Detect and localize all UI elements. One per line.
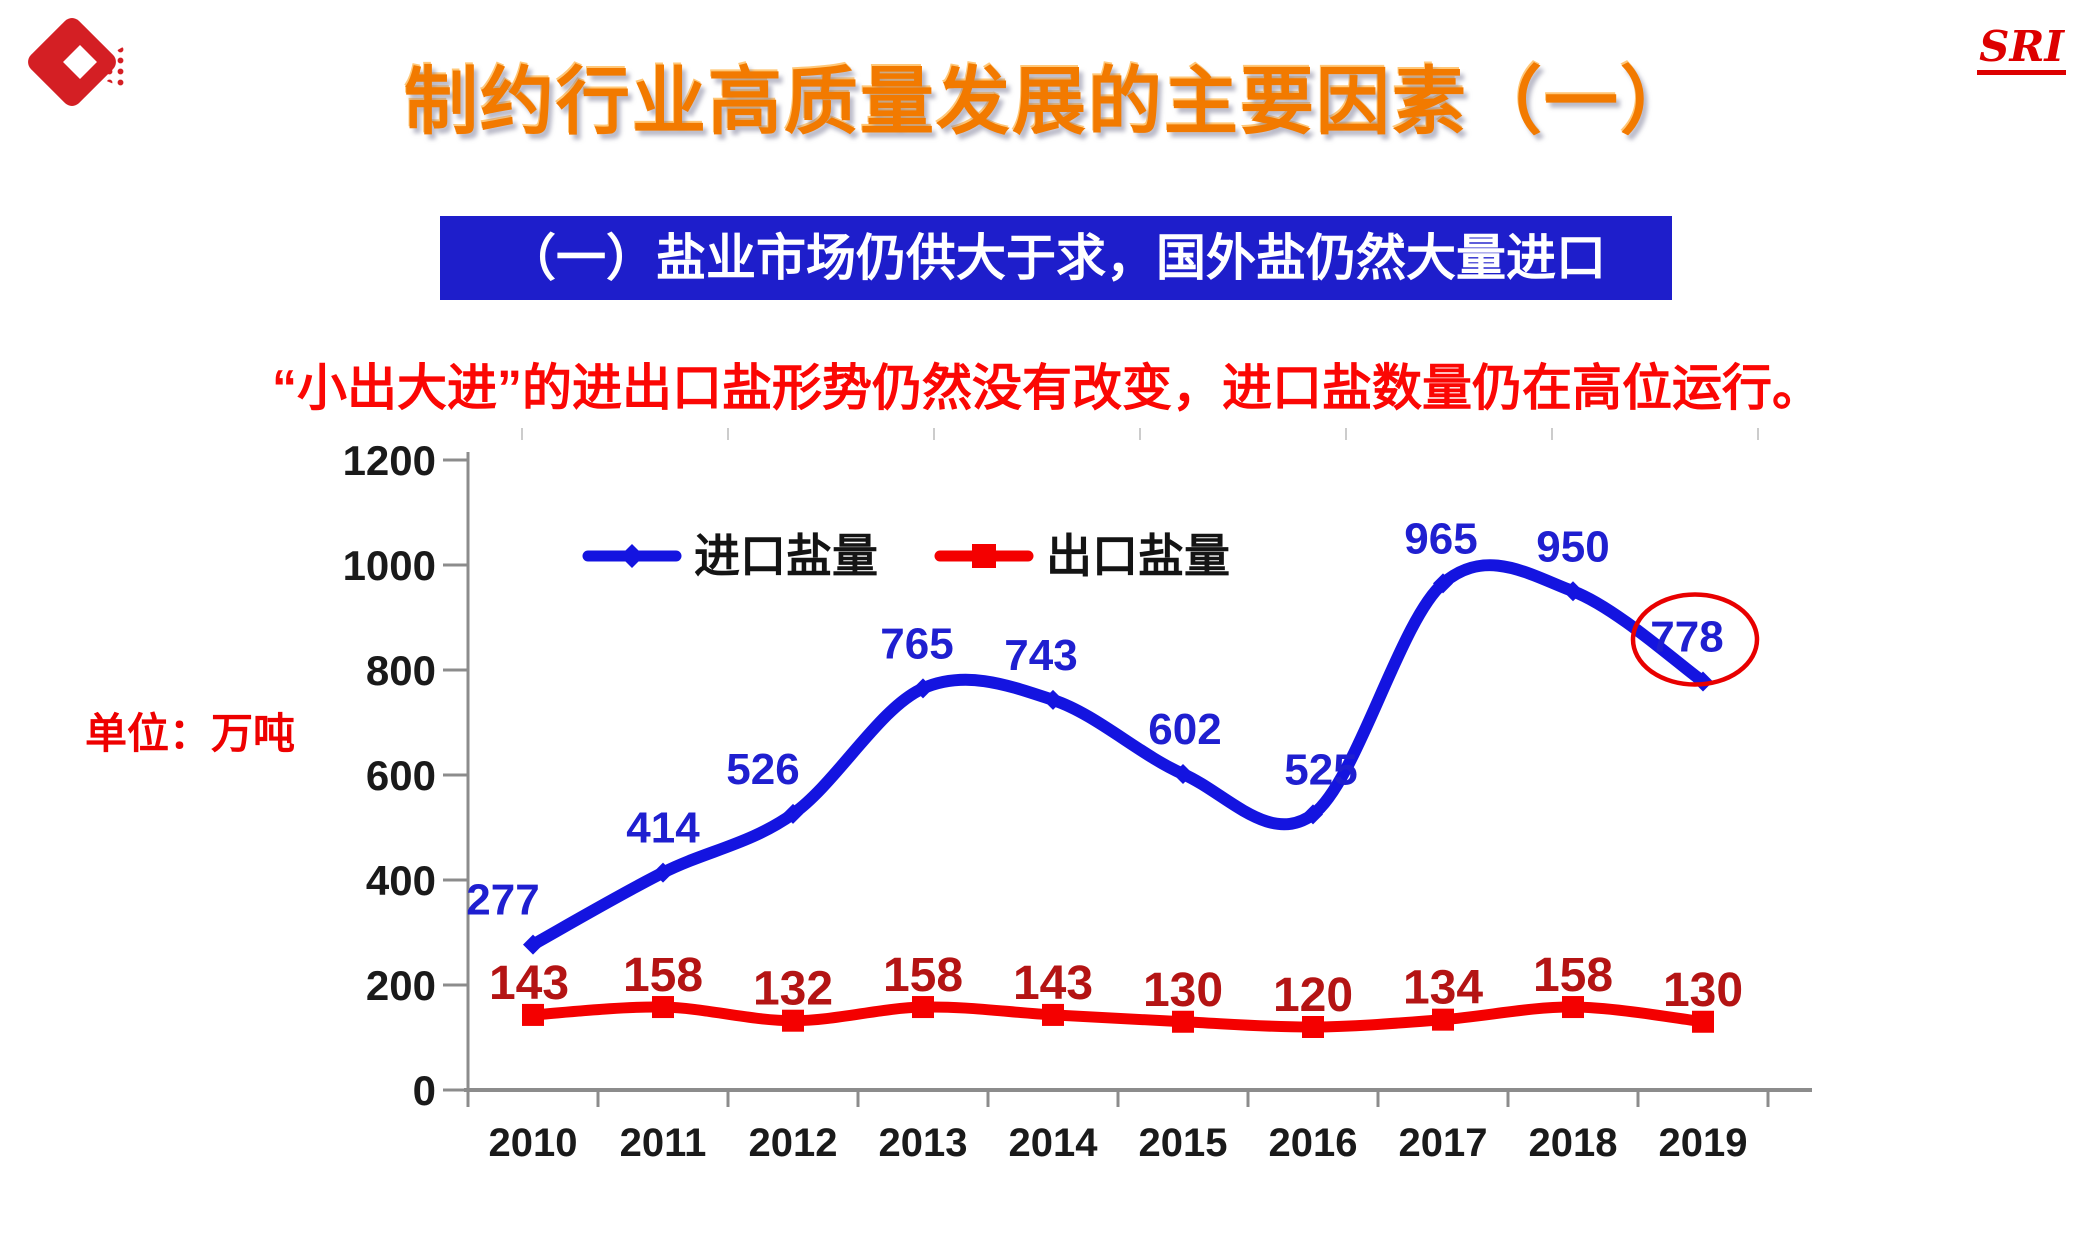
x-category-label: 2013 xyxy=(879,1121,968,1165)
top-artifact-ticks xyxy=(521,428,1759,440)
export-salt-data-labels: 143 158 132 158 143 130 120 134 158 130 xyxy=(489,949,1743,1022)
section-banner: （一）盐业市场仍供大于求，国外盐仍然大量进口 xyxy=(440,216,1672,300)
subtitle-text: “小出大进”的进出口盐形势仍然没有改变，进口盐数量仍在高位运行。 xyxy=(272,360,1822,416)
import-salt-data-label: 950 xyxy=(1536,522,1609,571)
export-salt-marker xyxy=(522,1003,544,1026)
export-salt-marker xyxy=(1172,1010,1194,1033)
import-salt-line xyxy=(527,559,1709,951)
highlight-ellipse xyxy=(1630,592,1760,687)
import-salt-marker xyxy=(913,678,933,699)
export-salt-marker xyxy=(912,996,934,1019)
brand-sri-label: SRI xyxy=(1977,26,2066,75)
export-salt-data-label: 130 xyxy=(1143,964,1223,1017)
export-salt-series xyxy=(522,996,1714,1038)
legend-export-salt-label: 出口盐量 xyxy=(1046,530,1230,582)
x-category-label: 2016 xyxy=(1269,1121,1358,1165)
export-salt-data-label: 143 xyxy=(1013,957,1093,1010)
import-salt-data-label: 743 xyxy=(1004,631,1077,680)
export-salt-marker xyxy=(652,996,674,1019)
import-salt-marker xyxy=(523,934,543,955)
legend-export-salt-marker xyxy=(972,544,996,568)
export-salt-data-label: 134 xyxy=(1403,962,1483,1015)
import-salt-marker xyxy=(783,803,803,824)
x-category-label: 2017 xyxy=(1399,1121,1488,1165)
legend-import-salt-marker xyxy=(620,544,644,568)
export-salt-marker xyxy=(1302,1016,1324,1038)
import-salt-marker xyxy=(653,862,673,883)
x-axis-ticks: 2010 2011 2012 2013 2014 2015 2016 2017 2018 2019 xyxy=(466,1090,1770,1165)
y-tick-label: 600 xyxy=(366,752,436,799)
import-salt-data-label: 525 xyxy=(1284,745,1357,794)
export-salt-marker xyxy=(782,1009,804,1032)
import-salt-marker xyxy=(1433,573,1453,594)
legend-import-salt-label: 进口盐量 xyxy=(694,530,878,582)
company-logo xyxy=(23,12,128,120)
y-tick-label: 0 xyxy=(413,1067,436,1114)
y-tick-label: 800 xyxy=(366,647,436,694)
y-tick-label: 1200 xyxy=(343,437,436,484)
export-salt-data-label: 158 xyxy=(623,949,703,1002)
x-category-label: 2012 xyxy=(749,1121,838,1165)
x-category-label: 2015 xyxy=(1139,1121,1228,1165)
x-category-label: 2011 xyxy=(620,1121,707,1165)
x-category-label: 2018 xyxy=(1529,1121,1618,1165)
x-category-label: 2014 xyxy=(1009,1121,1099,1165)
import-salt-marker xyxy=(1303,804,1323,825)
x-category-label: 2010 xyxy=(489,1121,578,1165)
legend: 进口盐量 出口盐量 xyxy=(582,530,1230,582)
import-salt-data-label: 602 xyxy=(1148,705,1221,754)
import-salt-data-label: 965 xyxy=(1404,514,1477,563)
export-salt-data-label: 158 xyxy=(1533,949,1613,1002)
import-salt-data-label: 765 xyxy=(880,619,953,668)
export-salt-line xyxy=(527,1001,1709,1033)
x-category-label: 2019 xyxy=(1659,1121,1748,1165)
import-salt-marker xyxy=(1043,689,1063,710)
y-axis-ticks: 0 200 400 600 800 1000 1200 xyxy=(343,437,468,1114)
export-salt-marker xyxy=(1562,996,1584,1019)
import-salt-series xyxy=(523,559,1713,955)
import-salt-data-label: 778 xyxy=(1650,613,1723,662)
y-tick-label: 1000 xyxy=(343,542,436,589)
export-salt-data-label: 130 xyxy=(1663,964,1743,1017)
import-salt-marker xyxy=(1563,581,1583,602)
import-salt-data-label: 277 xyxy=(466,876,539,925)
export-salt-marker xyxy=(1692,1010,1714,1033)
import-salt-data-label: 414 xyxy=(626,804,700,853)
export-salt-marker xyxy=(1042,1003,1064,1026)
y-tick-label: 400 xyxy=(366,857,436,904)
page-title: 制约行业高质量发展的主要因素（一） xyxy=(404,60,1696,143)
unit-label: 单位：万吨 xyxy=(85,710,296,757)
export-salt-data-label: 120 xyxy=(1273,969,1353,1022)
export-salt-data-label: 143 xyxy=(489,957,569,1010)
export-salt-data-label: 132 xyxy=(753,963,833,1016)
import-salt-marker xyxy=(1173,763,1193,784)
export-salt-data-label: 158 xyxy=(883,949,963,1002)
y-tick-label: 200 xyxy=(366,962,436,1009)
import-salt-data-label: 526 xyxy=(726,745,799,794)
import-salt-data-labels: 277 414 526 765 743 602 525 965 950 778 xyxy=(466,514,1723,924)
export-salt-marker xyxy=(1432,1008,1454,1031)
